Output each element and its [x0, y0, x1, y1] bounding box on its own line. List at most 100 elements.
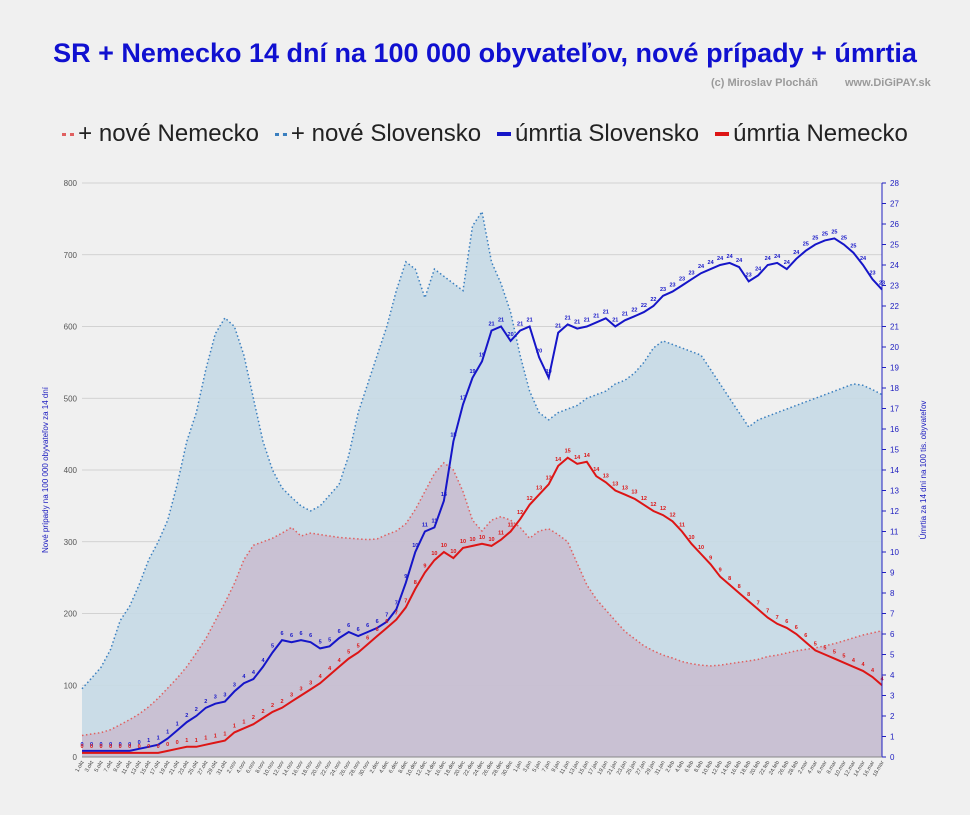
data-label: 10 [441, 543, 447, 549]
data-label: 1 [157, 736, 160, 742]
data-label: 6 [804, 633, 807, 639]
y-right-tick-label: 20 [890, 343, 899, 352]
data-label: 13 [612, 482, 618, 488]
data-label: 21 [488, 322, 494, 328]
data-label: 2 [271, 703, 274, 709]
y-right-tick-label: 23 [890, 282, 899, 291]
data-label: 14 [555, 457, 562, 463]
y-right-tick-label: 12 [890, 507, 899, 516]
data-label: 25 [831, 229, 837, 235]
data-label: 7 [395, 600, 398, 606]
data-label: 10 [460, 539, 466, 545]
data-label: 0 [80, 742, 83, 748]
data-label: 4 [852, 658, 856, 664]
line-umrtia-nemecko [82, 456, 883, 754]
data-label: 11 [422, 523, 428, 529]
data-label: 21 [498, 318, 504, 324]
data-label: 4 [328, 666, 332, 672]
data-label: 22 [641, 303, 647, 309]
x-tick-label: 31.okt [216, 760, 229, 776]
data-label: 7 [776, 615, 779, 621]
data-label: 9 [719, 568, 722, 574]
data-label: 11 [679, 523, 685, 529]
y-left-tick-label: 700 [64, 251, 78, 260]
data-label: 8 [747, 592, 750, 598]
data-label: 5 [271, 644, 274, 650]
data-label: 6 [785, 619, 788, 625]
data-label: 23 [660, 287, 666, 293]
data-label: 10 [488, 537, 494, 543]
data-label: 7 [395, 611, 398, 617]
data-label: 24 [708, 260, 715, 266]
data-label: 7 [385, 613, 388, 619]
y-right-tick-label: 8 [890, 589, 895, 598]
y-right-tick-label: 18 [890, 384, 899, 393]
data-label: 10 [698, 545, 704, 551]
data-label: 3 [223, 693, 226, 699]
data-label: 0 [109, 744, 112, 750]
data-label: 10 [450, 549, 456, 555]
data-label: 15 [565, 449, 571, 455]
data-label: 13 [536, 486, 542, 492]
data-label: 6 [357, 627, 360, 633]
data-label: 5 [842, 654, 845, 660]
y-right-tick-label: 4 [890, 671, 895, 680]
data-label: 14 [593, 467, 600, 473]
x-tick-label: 5.jan [532, 760, 543, 773]
x-tick-label: 9.okt [113, 760, 124, 774]
data-label: 1 [223, 732, 226, 738]
data-label: 9 [423, 564, 426, 570]
y-right-tick-label: 22 [890, 302, 899, 311]
legend-line-blue-icon [497, 132, 512, 136]
data-label: 13 [603, 473, 609, 479]
data-label: 10 [688, 535, 694, 541]
data-label: 21 [612, 318, 618, 324]
area-series [81, 209, 883, 757]
data-label: 4 [871, 668, 875, 674]
data-label: 4 [242, 674, 246, 680]
y-axis-right-label: Úmrtia za 14 dní na 100 tis. obyvateľov [919, 401, 928, 540]
y-right-tick-label: 15 [890, 446, 899, 455]
data-label: 12 [669, 512, 675, 518]
data-label: 9 [404, 574, 407, 580]
y-left-tick-label: 500 [64, 394, 78, 403]
y-right-tick-label: 9 [890, 569, 895, 578]
legend-label: úmrtia Nemecko [733, 120, 908, 147]
data-label: 0 [128, 744, 131, 750]
data-label: 0 [119, 742, 122, 748]
data-label: 24 [765, 256, 772, 262]
data-label: 22 [650, 297, 656, 303]
data-label: 2 [280, 699, 283, 705]
data-label: 21 [517, 322, 523, 328]
data-label: 23 [679, 277, 685, 283]
y-left-tick-label: 400 [64, 466, 78, 475]
data-label: 5 [833, 650, 836, 656]
chart-title: SR + Nemecko 14 dní na 100 000 obyvateľo… [53, 38, 917, 68]
data-label: 0 [138, 740, 141, 746]
data-label: 13 [631, 490, 637, 496]
data-label: 7 [757, 600, 760, 606]
data-label: 13 [546, 475, 552, 481]
data-label: 4 [252, 670, 256, 676]
data-label: 5 [357, 644, 360, 650]
data-label: 23 [688, 270, 694, 276]
author-credit: (c) Miroslav Plocháň [711, 77, 818, 89]
data-label: 22 [631, 307, 637, 313]
data-label: 0 [90, 742, 93, 748]
data-label: 21 [584, 318, 590, 324]
data-label: 1 [204, 736, 207, 742]
data-label: 19 [479, 352, 485, 358]
legend-item-umrtia-slovensko: úmrtia Slovensko [497, 120, 699, 148]
y-right-tick-label: 1 [890, 733, 895, 742]
data-label: 2 [195, 707, 198, 713]
legend-dotted-red-icon [62, 132, 75, 136]
data-label: 23 [869, 270, 875, 276]
legend-label: úmrtia Slovensko [515, 120, 700, 147]
data-label: 6 [366, 623, 369, 629]
data-label: 11 [508, 523, 514, 529]
y-right-tick-label: 27 [890, 200, 899, 209]
data-label: 21 [574, 320, 580, 326]
data-label: 19 [469, 369, 475, 375]
data-label: 1 [195, 738, 198, 744]
